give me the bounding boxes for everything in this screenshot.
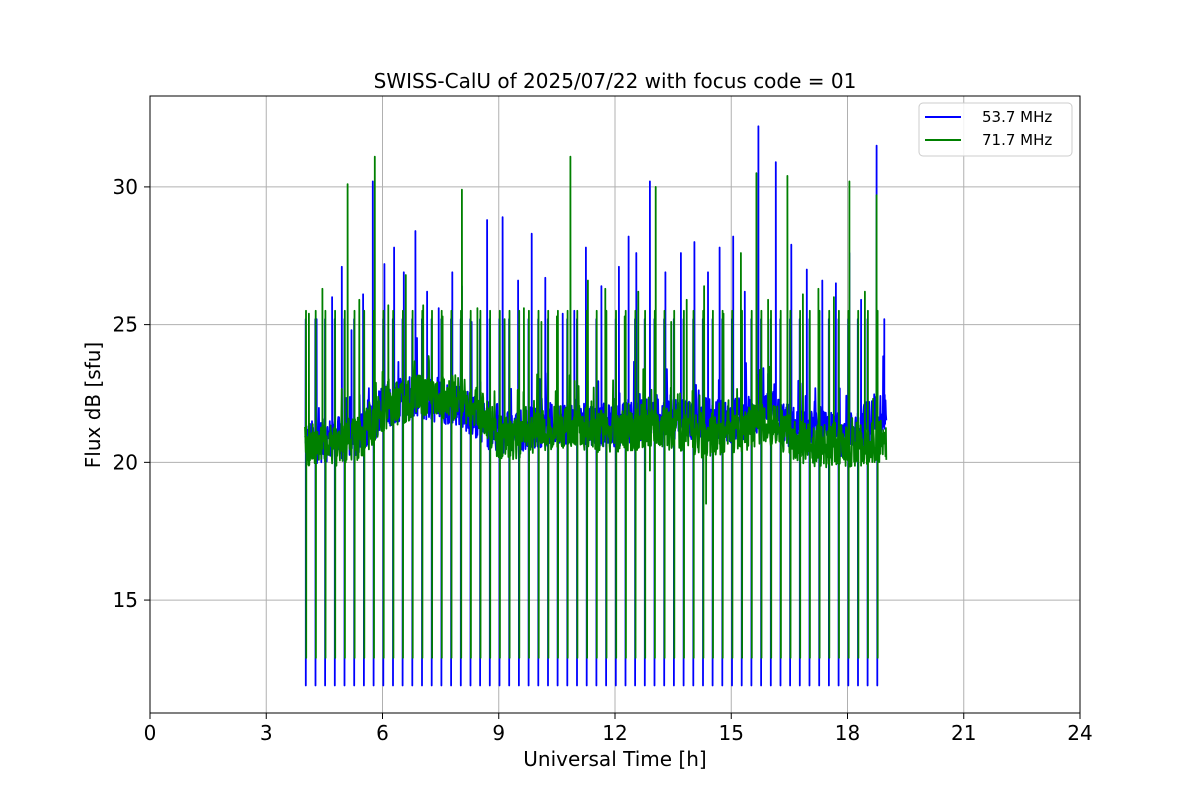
x-tick-label: 15 (719, 721, 744, 745)
x-tick-label: 21 (951, 721, 976, 745)
x-tick-label: 12 (602, 721, 627, 745)
x-tick-label: 6 (376, 721, 389, 745)
legend-label-53-7-mhz: 53.7 MHz (982, 108, 1052, 126)
x-tick-label: 3 (260, 721, 273, 745)
y-tick-label: 15 (113, 588, 138, 612)
x-tick-label: 24 (1067, 721, 1092, 745)
legend: 53.7 MHz 71.7 MHz (918, 102, 1073, 157)
y-tick-label: 30 (113, 175, 138, 199)
plot-lines (304, 125, 888, 687)
legend-label-71-7-mhz: 71.7 MHz (982, 131, 1052, 149)
series-line-71-7-mhz (304, 155, 888, 659)
x-axis-label: Universal Time [h] (523, 747, 706, 771)
x-tick-label: 18 (835, 721, 860, 745)
axis-ticks: 0 3 6 9 12 15 18 21 24 15 20 25 30 (113, 175, 1093, 745)
y-axis-label: Flux dB [sfu] (81, 342, 105, 468)
chart-title: SWISS-CalU of 2025/07/22 with focus code… (374, 69, 857, 93)
x-tick-label: 0 (144, 721, 157, 745)
y-tick-label: 20 (113, 450, 138, 474)
y-tick-label: 25 (113, 313, 138, 337)
x-tick-label: 9 (492, 721, 505, 745)
